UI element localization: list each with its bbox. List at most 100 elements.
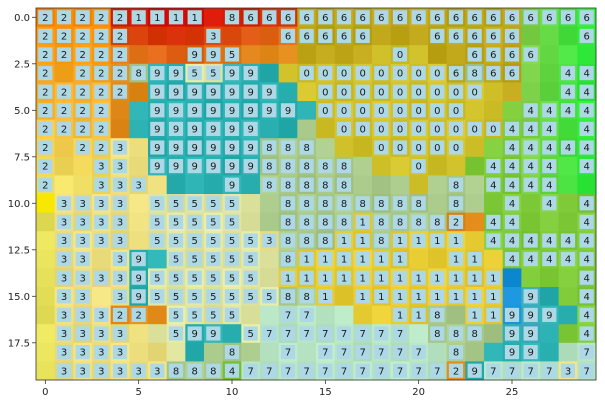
cell-label-box — [56, 84, 72, 99]
cell-label: 1 — [285, 273, 291, 284]
heatmap-cell — [409, 26, 429, 46]
cell-label-box — [168, 326, 184, 341]
cell-label: 9 — [210, 87, 216, 98]
cell-label-box — [262, 140, 277, 155]
cell-label-box — [94, 47, 109, 62]
cell-label-box — [430, 28, 445, 43]
cell-label-box — [411, 121, 426, 136]
cell-label-box — [280, 28, 296, 43]
cell-label: 7 — [285, 311, 291, 322]
axes: 0 5 10 15 20 250.02.55.07.510.012.515.017.5 — [8, 7, 597, 398]
cell-label-box — [392, 307, 408, 322]
heatmap-cell — [465, 175, 485, 195]
cell-label-box — [318, 66, 333, 81]
cell-label-box — [38, 121, 53, 136]
cell-label-box — [280, 270, 296, 285]
cell-label-box — [224, 345, 240, 360]
cell-label: 8 — [229, 13, 235, 24]
cell-label-box — [560, 103, 576, 118]
cell-label-box — [336, 10, 352, 25]
heatmap-cell — [428, 175, 448, 195]
heatmap-cell — [540, 63, 560, 83]
heatmap-cell — [577, 175, 597, 195]
heatmap-cell — [502, 82, 522, 102]
cell-label-box — [262, 177, 277, 192]
cell-label-box — [579, 84, 594, 99]
cell-label: 0 — [341, 69, 347, 80]
heatmap-cell — [446, 45, 466, 65]
cell-label: 2 — [79, 143, 85, 154]
cell-label-box — [206, 214, 221, 229]
cell-label-box — [150, 233, 165, 248]
cell-label: 6 — [341, 13, 347, 24]
cell-label: 3 — [61, 366, 67, 377]
heatmap-cell — [465, 212, 485, 232]
cell-label-box — [430, 326, 445, 341]
cell-label-box — [486, 121, 501, 136]
cell-label-box — [579, 345, 594, 360]
cell-label: 9 — [509, 311, 515, 322]
cell-label: 5 — [210, 255, 216, 266]
cell-label-box — [467, 270, 482, 285]
cell-label-box — [150, 289, 165, 304]
cell-label: 6 — [322, 13, 328, 24]
cell-label-box — [318, 270, 333, 285]
cell-label: 2 — [135, 311, 141, 322]
heatmap-cell — [36, 249, 56, 269]
cell-label-box — [523, 159, 538, 174]
heatmap-cell — [129, 212, 149, 232]
cell-label-box — [299, 66, 314, 81]
cell-label-box — [75, 233, 90, 248]
heatmap-cell — [54, 63, 74, 83]
cell-label: 8 — [341, 162, 347, 173]
cell-label-box — [467, 10, 482, 25]
cell-label: 9 — [191, 125, 197, 136]
cell-label: 9 — [191, 162, 197, 173]
heatmap-cell — [540, 324, 560, 344]
cell-label: 3 — [135, 366, 141, 377]
cell-label-box — [243, 233, 258, 248]
cell-label-box — [187, 196, 202, 211]
cell-label: 1 — [378, 273, 384, 284]
cell-label-box — [336, 345, 352, 360]
cell-label-box — [206, 47, 221, 62]
cell-label: 5 — [247, 236, 253, 247]
cell-label: 0 — [303, 69, 309, 80]
heatmap-cell — [260, 342, 280, 362]
cell-label: 3 — [266, 236, 272, 247]
cell-label-box — [523, 326, 538, 341]
cell-label: 6 — [285, 13, 291, 24]
cell-label-box — [560, 233, 576, 248]
cell-label: 3 — [79, 236, 85, 247]
cell-label: 1 — [397, 236, 403, 247]
cell-label: 9 — [135, 292, 141, 303]
cell-label-box — [336, 177, 352, 192]
x-tick-label: 5 — [135, 387, 141, 398]
heatmap-cell — [36, 194, 56, 213]
heatmap-cell — [521, 26, 541, 46]
cell-label: 0 — [397, 106, 403, 117]
cell-label-box — [224, 66, 240, 81]
cell-label: 1 — [359, 236, 365, 247]
cell-label: 5 — [173, 199, 179, 210]
cell-label-box — [112, 363, 128, 378]
cell-label-box — [206, 28, 221, 43]
cell-label: 4 — [527, 162, 533, 173]
cell-label: 8 — [285, 255, 291, 266]
heatmap-cell — [409, 175, 429, 195]
cell-label: 1 — [378, 255, 384, 266]
cell-label: 8 — [191, 366, 197, 377]
cell-label-box — [392, 326, 408, 341]
plot-frame — [35, 7, 597, 381]
cell-label: 8 — [322, 218, 328, 229]
cell-label: 3 — [117, 366, 123, 377]
cell-label-box — [112, 252, 128, 267]
heatmap-cell — [334, 305, 354, 325]
cell-label: 6 — [527, 50, 533, 61]
cell-label: 8 — [453, 348, 459, 359]
cell-label-box — [392, 196, 408, 211]
cell-label: 3 — [79, 273, 85, 284]
cell-label: 3 — [79, 218, 85, 229]
cell-label-box — [75, 66, 90, 81]
heatmap-cell — [484, 324, 504, 344]
